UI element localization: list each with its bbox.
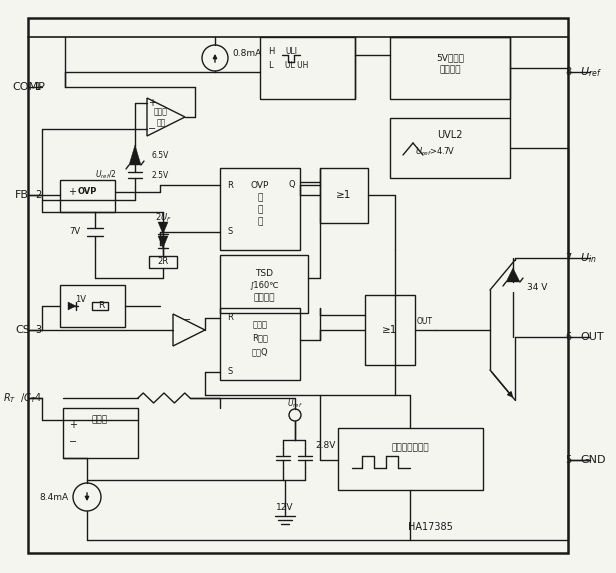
Text: /$C_T$: /$C_T$ xyxy=(20,391,37,405)
Text: ≥1: ≥1 xyxy=(336,190,352,200)
Text: S: S xyxy=(227,227,233,237)
Text: 4: 4 xyxy=(35,393,41,403)
Text: OUT: OUT xyxy=(417,317,433,327)
Text: TSD: TSD xyxy=(255,269,273,277)
Text: 锁: 锁 xyxy=(257,194,262,202)
Text: 压稳压器: 压稳压器 xyxy=(439,65,461,74)
Text: −: − xyxy=(183,315,191,325)
Text: R: R xyxy=(227,180,233,190)
Bar xyxy=(220,168,300,250)
Text: 大器: 大器 xyxy=(156,119,166,128)
Text: 2R: 2R xyxy=(158,257,169,266)
Bar xyxy=(338,428,483,490)
Text: 8.4mA: 8.4mA xyxy=(40,493,69,501)
Bar xyxy=(92,302,108,310)
Text: $U_{ref}$>4.7V: $U_{ref}$>4.7V xyxy=(415,146,455,158)
Text: $2U_F$: $2U_F$ xyxy=(155,212,171,224)
Text: +: + xyxy=(148,98,156,108)
Text: +: + xyxy=(69,420,77,430)
Text: 7: 7 xyxy=(565,253,571,263)
Text: $U_{ref}$: $U_{ref}$ xyxy=(287,398,303,410)
Text: OVP: OVP xyxy=(251,180,269,190)
Polygon shape xyxy=(129,145,141,165)
Text: $U_{in}$: $U_{in}$ xyxy=(580,251,597,265)
Text: 34 V: 34 V xyxy=(527,282,548,292)
Text: Q: Q xyxy=(289,180,295,190)
Text: ULI: ULI xyxy=(285,48,297,57)
Bar xyxy=(60,285,125,327)
Polygon shape xyxy=(158,222,168,234)
Polygon shape xyxy=(158,236,168,248)
Polygon shape xyxy=(68,302,76,310)
Text: +: + xyxy=(68,187,76,197)
Text: 8: 8 xyxy=(565,67,571,77)
Text: 5: 5 xyxy=(565,455,571,465)
Text: 振荡器: 振荡器 xyxy=(92,415,108,425)
Text: 器: 器 xyxy=(257,218,262,226)
Text: 3: 3 xyxy=(35,325,41,335)
Bar xyxy=(390,118,510,178)
Bar xyxy=(260,37,355,99)
Text: S: S xyxy=(227,367,233,376)
Text: L: L xyxy=(268,61,273,70)
Bar xyxy=(149,256,177,268)
Text: −: − xyxy=(69,437,77,447)
Text: $U_{ref}$: $U_{ref}$ xyxy=(580,65,602,79)
Text: 存: 存 xyxy=(257,206,262,214)
Text: OUT: OUT xyxy=(580,332,604,342)
Text: 5V基准电: 5V基准电 xyxy=(436,53,464,62)
Text: 锁存器置位脉冲: 锁存器置位脉冲 xyxy=(391,444,429,453)
Text: OVP: OVP xyxy=(78,187,97,197)
Text: GND: GND xyxy=(580,455,606,465)
Text: FB: FB xyxy=(15,190,29,200)
Text: ≥1: ≥1 xyxy=(383,325,398,335)
Text: −: − xyxy=(148,124,156,134)
Text: R: R xyxy=(227,313,233,323)
Bar xyxy=(365,295,415,365)
Polygon shape xyxy=(147,98,185,136)
Bar xyxy=(220,308,300,380)
Text: 存器Q: 存器Q xyxy=(252,347,269,356)
Text: 电流检: 电流检 xyxy=(253,320,267,329)
Text: 过热保护: 过热保护 xyxy=(253,293,275,303)
Text: 误差放: 误差放 xyxy=(154,108,168,116)
Text: H: H xyxy=(268,48,274,57)
Text: CS: CS xyxy=(15,325,30,335)
Bar xyxy=(390,37,510,99)
Bar xyxy=(320,168,368,223)
Text: 7V: 7V xyxy=(69,227,80,237)
Text: 0.8mA: 0.8mA xyxy=(232,49,261,58)
Text: 2.5V: 2.5V xyxy=(151,171,168,179)
Text: 2.8V: 2.8V xyxy=(315,441,335,449)
Text: HA17385: HA17385 xyxy=(408,522,452,532)
Text: R测锁: R测锁 xyxy=(252,333,268,343)
Text: UVL2: UVL2 xyxy=(437,130,463,140)
Text: UL UH: UL UH xyxy=(285,61,309,70)
Text: 6.5V: 6.5V xyxy=(151,151,168,159)
Text: R: R xyxy=(98,301,104,311)
Bar xyxy=(28,18,568,553)
Bar xyxy=(63,408,138,458)
Text: $U_{ref}/2$: $U_{ref}/2$ xyxy=(95,169,117,181)
Text: 6: 6 xyxy=(565,332,571,342)
Text: ∫160℃: ∫160℃ xyxy=(249,281,279,289)
Text: COMP: COMP xyxy=(12,82,45,92)
Polygon shape xyxy=(173,314,205,346)
Text: 12V: 12V xyxy=(276,504,294,512)
Bar xyxy=(60,180,115,212)
Text: 2: 2 xyxy=(35,190,41,200)
Text: 1V: 1V xyxy=(75,296,86,304)
Text: $R_T$: $R_T$ xyxy=(3,391,17,405)
Text: 1: 1 xyxy=(35,82,41,92)
Bar xyxy=(220,255,308,313)
Polygon shape xyxy=(506,268,520,282)
